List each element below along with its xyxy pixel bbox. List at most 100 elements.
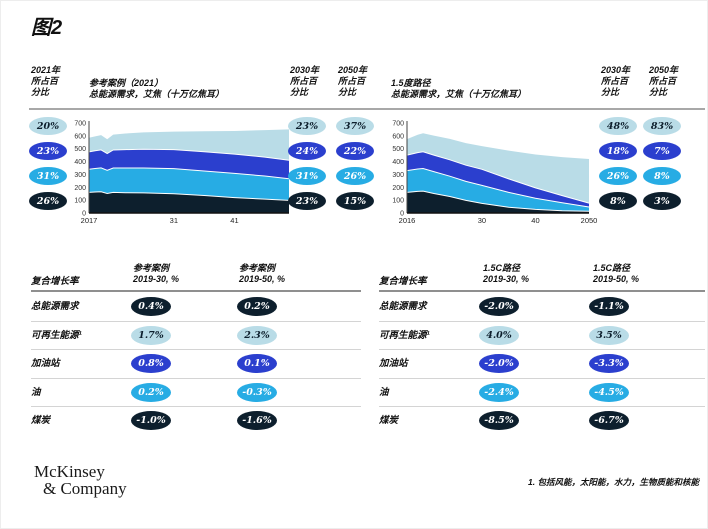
table-row: 油 0.2% -0.3% <box>31 379 361 407</box>
svg-text:0: 0 <box>400 211 404 218</box>
svg-text:200: 200 <box>392 185 404 192</box>
share-oval-path2030-gas: 18% <box>599 142 637 160</box>
header-right-share-2050: 2050年 所占百 分比 <box>649 65 679 97</box>
value-oval: -8.5% <box>479 411 519 430</box>
share-oval-ref2050-gas: 22% <box>336 142 374 160</box>
svg-text:2017: 2017 <box>81 216 98 225</box>
reference-table-col2-header: 参考案例 2019-50, % <box>239 263 286 284</box>
share-oval-ref2030-coal: 23% <box>288 192 326 210</box>
reference-table-row-line <box>31 406 361 407</box>
footnote: 1. 包括风能，太阳能，水力，生物质能和核能 <box>528 477 699 487</box>
value-oval: -2.4% <box>479 382 519 402</box>
reference-table-header-line <box>31 290 361 292</box>
row-label-total-energy: 总能源需求 <box>379 301 427 312</box>
share-oval-path2030-oil: 26% <box>599 167 637 185</box>
pathway-table-col2-header: 1.5C路径 2019-50, % <box>593 263 640 284</box>
pathway-chart-subtitle: 总能源需求，艾焦（十万亿焦耳） <box>391 89 527 99</box>
pathway-table-row-header: 复合增长率 <box>379 276 427 287</box>
share-oval-path2050-coal: 3% <box>643 192 681 210</box>
share-oval-2021-coal: 26% <box>29 192 67 210</box>
value-oval: 3.5% <box>589 325 629 345</box>
share-oval-2021-gas: 23% <box>29 142 67 160</box>
share-oval-ref2050-coal: 15% <box>336 192 374 210</box>
svg-text:100: 100 <box>74 198 86 205</box>
pathway-chart-title: 1.5度路径 总能源需求，艾焦（十万亿焦耳） <box>391 78 526 100</box>
svg-text:600: 600 <box>392 133 404 140</box>
pathway-table-row-line <box>379 406 705 407</box>
svg-text:500: 500 <box>392 146 404 153</box>
svg-text:500: 500 <box>74 146 86 153</box>
pathway-table-col1-header: 1.5C路径 2019-30, % <box>483 263 530 284</box>
header-share-2021: 2021年 所占百 分比 <box>31 65 61 97</box>
reference-table-row-line <box>31 349 361 350</box>
svg-text:41: 41 <box>230 216 238 225</box>
share-oval-path2050-renewables: 83% <box>643 117 681 135</box>
value-oval: 4.0% <box>479 325 519 345</box>
value-oval: 0.4% <box>131 297 171 316</box>
reference-table-row-line <box>31 321 361 322</box>
svg-text:100: 100 <box>392 198 404 205</box>
value-oval: -1.6% <box>237 411 277 430</box>
table-row: 总能源需求 0.4% 0.2% <box>31 293 361 321</box>
reference-table-col1-header: 参考案例 2019-30, % <box>133 263 180 284</box>
row-label-renewables: 可再生能源¹ <box>379 329 430 341</box>
share-oval-path2030-coal: 8% <box>599 192 637 210</box>
header-right-share-2030: 2030年 所占百 分比 <box>601 65 631 97</box>
svg-text:200: 200 <box>74 185 86 192</box>
svg-text:40: 40 <box>531 216 539 225</box>
pathway-table-row-line <box>379 349 705 350</box>
reference-chart-title: 参考案例（2021） 总能源需求，艾焦（十万亿焦耳） <box>89 78 224 100</box>
share-oval-path2030-renewables: 48% <box>599 117 637 135</box>
value-oval: -6.7% <box>589 411 629 430</box>
row-label-coal: 煤炭 <box>31 415 51 426</box>
table-row: 油 -2.4% -4.5% <box>379 379 705 407</box>
value-oval: 2.3% <box>237 325 277 345</box>
value-oval: 0.8% <box>131 354 171 373</box>
svg-text:2016: 2016 <box>399 216 416 225</box>
value-oval: -1.1% <box>589 297 629 316</box>
svg-text:300: 300 <box>392 172 404 179</box>
value-oval: -0.3% <box>237 382 277 402</box>
pathway-table-row-line <box>379 321 705 322</box>
table-row: 煤炭 -8.5% -6.7% <box>379 407 705 435</box>
row-label-total-energy: 总能源需求 <box>31 301 79 312</box>
svg-text:600: 600 <box>74 133 86 140</box>
svg-text:400: 400 <box>74 159 86 166</box>
share-oval-ref2030-gas: 24% <box>288 142 326 160</box>
row-label-coal: 煤炭 <box>379 415 399 426</box>
table-row: 加油站 0.8% 0.1% <box>31 350 361 378</box>
row-label-oil: 油 <box>379 386 389 398</box>
mckinsey-logo: McKinsey & Company <box>34 463 127 497</box>
value-oval: 0.2% <box>237 297 277 316</box>
row-label-oil: 油 <box>31 386 41 398</box>
value-oval: 1.7% <box>131 325 171 345</box>
value-oval: 0.2% <box>131 382 171 402</box>
header-divider <box>29 108 705 110</box>
logo-line1: McKinsey <box>34 462 105 481</box>
logo-line2: & Company <box>43 479 127 498</box>
svg-text:700: 700 <box>392 121 404 128</box>
pathway-table-row-line <box>379 378 705 379</box>
value-oval: -1.0% <box>131 411 171 430</box>
reference-table-row-line <box>31 378 361 379</box>
figure-title: 图2 <box>31 17 63 39</box>
header-left-share-2050: 2050年 所占百 分比 <box>338 65 368 97</box>
table-row: 煤炭 -1.0% -1.6% <box>31 407 361 435</box>
svg-text:30: 30 <box>478 216 486 225</box>
share-oval-ref2050-renewables: 37% <box>336 117 374 135</box>
reference-chart-subtitle: 总能源需求，艾焦（十万亿焦耳） <box>89 89 225 99</box>
table-row: 加油站 -2.0% -3.3% <box>379 350 705 378</box>
share-oval-ref2030-oil: 31% <box>288 167 326 185</box>
value-oval: -2.0% <box>479 297 519 316</box>
value-oval: -2.0% <box>479 354 519 373</box>
svg-text:0: 0 <box>82 211 86 218</box>
share-oval-path2050-gas: 7% <box>643 142 681 160</box>
pathway-chart-title-line1: 1.5度路径 <box>391 78 431 88</box>
row-label-renewables: 可再生能源¹ <box>31 329 82 341</box>
row-label-gas: 加油站 <box>379 358 408 369</box>
row-label-gas: 加油站 <box>31 358 60 369</box>
value-oval: -4.5% <box>589 382 629 402</box>
